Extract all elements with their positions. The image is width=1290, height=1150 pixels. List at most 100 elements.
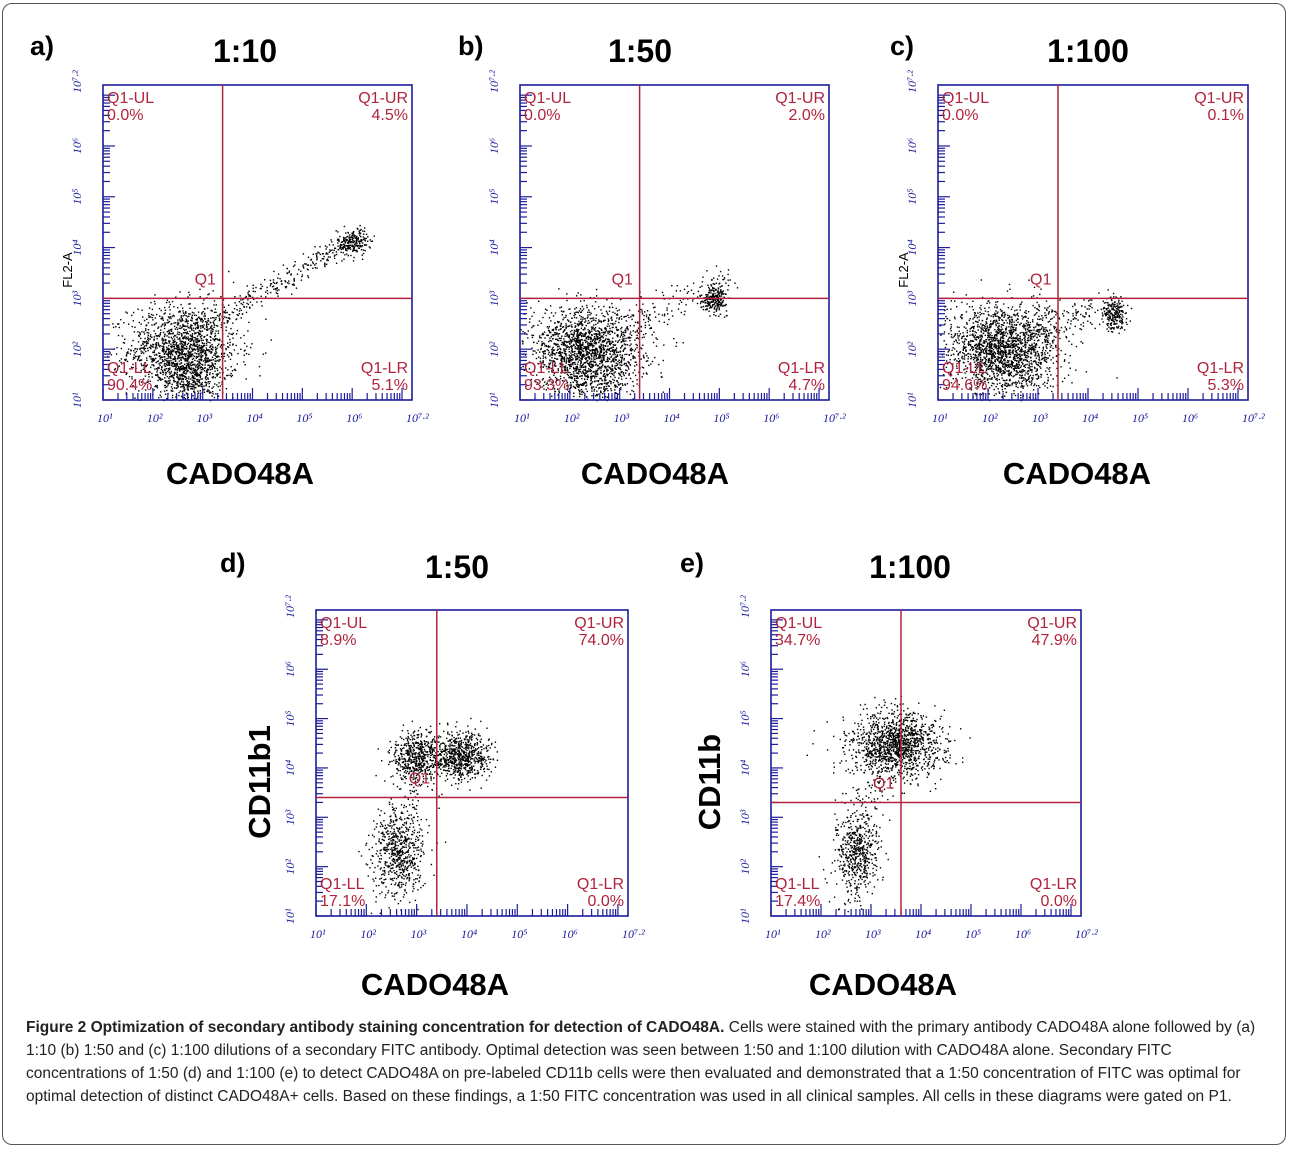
data-point [178, 369, 181, 372]
data-point [203, 349, 205, 352]
data-point [615, 320, 617, 322]
y-tick-label: 10⁵ [70, 189, 84, 205]
data-point [628, 374, 630, 376]
data-point [156, 387, 159, 389]
data-point [567, 320, 570, 322]
data-point [560, 365, 562, 367]
data-point [133, 354, 135, 356]
data-point [602, 364, 604, 366]
data-point [196, 373, 198, 375]
data-point [1007, 316, 1010, 319]
data-point [1035, 351, 1037, 353]
data-point [623, 343, 626, 345]
data-point [171, 300, 174, 303]
data-point [706, 301, 709, 303]
data-point [1031, 380, 1033, 382]
data-point [712, 304, 714, 306]
data-point [610, 330, 612, 332]
data-point [719, 286, 721, 288]
data-point [549, 346, 551, 348]
data-point [178, 368, 181, 371]
data-point [178, 351, 180, 354]
data-point [716, 304, 719, 306]
data-point [646, 373, 648, 375]
data-point [152, 344, 155, 346]
data-point [591, 317, 593, 320]
y-axis-label: FL2-A [60, 252, 75, 288]
data-point [1035, 361, 1037, 363]
data-point [188, 303, 190, 305]
data-point [133, 356, 135, 359]
data-point [640, 326, 642, 328]
data-point [187, 327, 189, 329]
data-point [985, 341, 987, 343]
data-point [331, 249, 333, 251]
data-point [178, 327, 180, 329]
data-point [580, 375, 582, 377]
data-point [152, 319, 154, 321]
data-point [235, 304, 238, 307]
data-point [208, 360, 211, 362]
data-point [189, 303, 191, 305]
data-point [565, 323, 567, 325]
data-point [151, 316, 153, 319]
data-point [213, 323, 215, 325]
data-point [200, 347, 203, 349]
data-point [616, 334, 618, 337]
data-point [1006, 344, 1008, 346]
data-point [708, 292, 711, 294]
data-point [565, 361, 568, 363]
data-point [710, 295, 712, 298]
data-point [565, 380, 568, 382]
data-point [574, 308, 576, 310]
data-point [233, 349, 235, 351]
data-point [260, 295, 262, 297]
data-point [219, 366, 221, 368]
data-point [207, 369, 210, 371]
data-point [232, 332, 234, 334]
data-point [344, 242, 347, 244]
data-point [151, 372, 153, 375]
data-point [197, 331, 200, 334]
data-point [1011, 306, 1014, 308]
data-point [210, 365, 213, 367]
data-point [303, 267, 305, 269]
data-point [208, 367, 211, 369]
data-point [120, 361, 122, 364]
data-point [611, 306, 614, 308]
data-point [117, 323, 119, 325]
data-point [618, 372, 620, 374]
data-point [177, 338, 179, 340]
data-point [249, 301, 252, 303]
data-point [595, 330, 597, 332]
data-point [607, 313, 609, 316]
data-point [219, 376, 221, 378]
data-point [227, 346, 230, 349]
data-point [339, 245, 342, 247]
data-point [213, 319, 216, 322]
data-point [206, 370, 208, 372]
data-point [340, 241, 343, 243]
data-point [718, 309, 720, 311]
data-point [197, 346, 200, 348]
data-point [609, 344, 611, 346]
data-point [697, 290, 700, 293]
data-point [184, 357, 187, 360]
data-point [252, 287, 254, 289]
data-point [134, 326, 136, 328]
data-point [594, 349, 596, 351]
data-point [259, 375, 261, 377]
data-point [605, 328, 607, 330]
data-point [718, 295, 721, 297]
data-point [180, 353, 182, 355]
data-point [146, 331, 148, 334]
data-point [138, 348, 141, 350]
data-point [612, 360, 615, 362]
data-point [163, 327, 166, 330]
data-point [559, 347, 561, 349]
data-point [141, 347, 143, 349]
data-point [273, 270, 275, 273]
data-point [348, 236, 351, 238]
data-point [629, 333, 631, 335]
